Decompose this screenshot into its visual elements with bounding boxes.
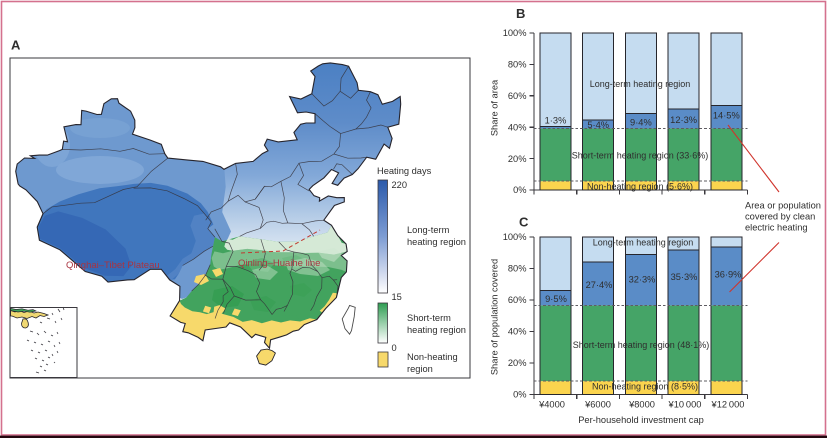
svg-text:100%: 100%: [503, 28, 527, 38]
svg-text:60%: 60%: [508, 295, 527, 305]
svg-text:¥8000: ¥8000: [628, 400, 655, 410]
svg-text:A: A: [11, 38, 21, 53]
svg-text:20%: 20%: [508, 358, 527, 368]
svg-text:9·5%: 9·5%: [545, 294, 567, 304]
svg-text:0%: 0%: [513, 185, 526, 195]
svg-text:Qinling–Huaihe line: Qinling–Huaihe line: [238, 258, 320, 269]
svg-text:36·9%: 36·9%: [715, 270, 742, 280]
svg-text:Non-heating: Non-heating: [407, 352, 458, 362]
svg-text:region: region: [407, 364, 433, 374]
svg-text:¥4000: ¥4000: [538, 400, 565, 410]
svg-text:60%: 60%: [508, 91, 527, 101]
svg-text:Short-term: Short-term: [407, 313, 451, 323]
svg-text:¥6000: ¥6000: [584, 400, 611, 410]
svg-text:40%: 40%: [508, 327, 527, 337]
svg-text:32·3%: 32·3%: [629, 275, 656, 285]
svg-text:Non-heating region (8·5%): Non-heating region (8·5%): [592, 382, 698, 392]
svg-text:9·4%: 9·4%: [630, 118, 652, 128]
svg-text:15: 15: [392, 292, 402, 302]
svg-text:Long-term heating region: Long-term heating region: [590, 79, 691, 89]
svg-text:12·3%: 12·3%: [670, 115, 697, 125]
svg-text:220: 220: [392, 180, 408, 190]
svg-text:¥12 000: ¥12 000: [711, 400, 745, 410]
svg-text:heating region: heating region: [407, 325, 466, 335]
svg-text:80%: 80%: [508, 264, 527, 274]
svg-text:covered by clean: covered by clean: [745, 212, 815, 222]
svg-text:Long-term heating region: Long-term heating region: [593, 238, 694, 248]
svg-text:Share of area: Share of area: [490, 79, 500, 136]
svg-text:B: B: [516, 6, 525, 21]
svg-text:¥10 000: ¥10 000: [668, 400, 702, 410]
svg-text:100%: 100%: [503, 232, 527, 242]
svg-text:1·3%: 1·3%: [545, 116, 567, 126]
svg-text:40%: 40%: [508, 122, 527, 132]
svg-text:Qinghai–Tibet Plateau: Qinghai–Tibet Plateau: [66, 260, 160, 271]
svg-text:0: 0: [392, 343, 397, 353]
svg-text:Short-term heating region (48·: Short-term heating region (48·1%): [573, 340, 710, 350]
svg-text:0%: 0%: [513, 390, 526, 400]
svg-text:35·3%: 35·3%: [671, 272, 698, 282]
svg-text:Heating days: Heating days: [377, 166, 432, 176]
svg-text:14·5%: 14·5%: [713, 111, 740, 121]
svg-text:80%: 80%: [508, 60, 527, 70]
svg-text:Non-heating region (5·6%): Non-heating region (5·6%): [587, 182, 693, 192]
svg-text:heating region: heating region: [407, 237, 466, 247]
svg-text:electric heating: electric heating: [745, 223, 808, 233]
svg-text:20%: 20%: [508, 154, 527, 164]
svg-text:27·4%: 27·4%: [586, 280, 613, 290]
svg-text:Long-term: Long-term: [407, 225, 450, 235]
svg-text:C: C: [519, 215, 529, 230]
svg-text:Share of population covered: Share of population covered: [490, 259, 500, 375]
svg-text:Per-household investment cap: Per-household investment cap: [578, 415, 704, 425]
svg-text:5·4%: 5·4%: [587, 120, 609, 130]
svg-text:Area or population: Area or population: [745, 201, 821, 211]
svg-text:Short-term heating region (33·: Short-term heating region (33·6%): [572, 151, 709, 161]
